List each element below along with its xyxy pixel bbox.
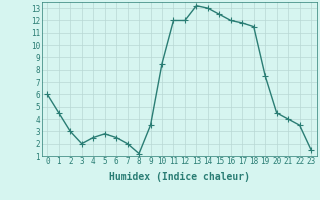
X-axis label: Humidex (Indice chaleur): Humidex (Indice chaleur) xyxy=(109,172,250,182)
